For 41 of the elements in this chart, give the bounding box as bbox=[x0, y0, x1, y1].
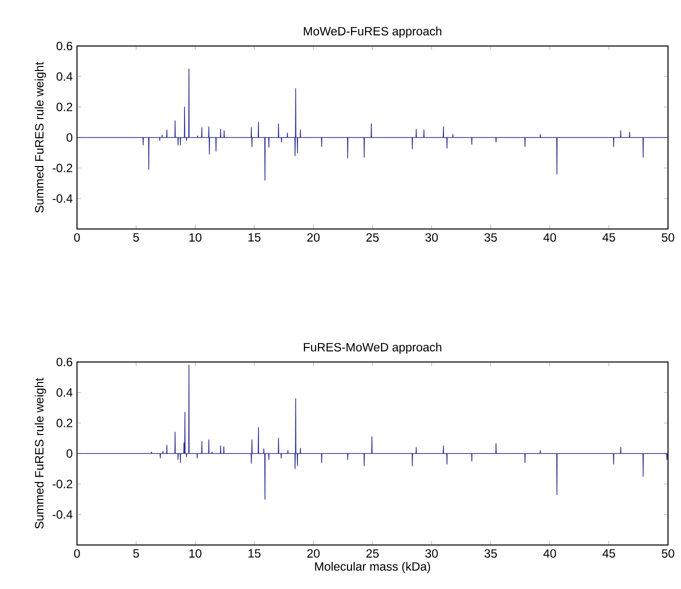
x-tick-label: 15 bbox=[248, 233, 260, 242]
x-axis-title: Molecular mass (kDa) bbox=[315, 562, 430, 574]
y-tick-label: -0.2 bbox=[52, 164, 72, 172]
y-tick-label: 0 bbox=[66, 133, 72, 142]
x-tick-label: 30 bbox=[425, 549, 438, 558]
x-tick-label: 20 bbox=[307, 549, 320, 558]
x-tick-label: 5 bbox=[133, 549, 139, 558]
x-tick-label: 35 bbox=[484, 549, 497, 558]
x-tick-label: 40 bbox=[543, 549, 556, 558]
x-tick-label: 50 bbox=[662, 549, 674, 558]
y-tick-label: -0.2 bbox=[52, 480, 72, 488]
x-tick-label: 15 bbox=[248, 549, 260, 558]
y-axis-title: Summed FuRES rule weight bbox=[34, 378, 46, 529]
y-tick-label: 0.4 bbox=[56, 72, 72, 81]
x-tick-label: 40 bbox=[543, 233, 556, 242]
x-tick-label: 45 bbox=[602, 233, 616, 242]
y-tick-label: 0.6 bbox=[56, 358, 72, 366]
x-tick-label: 10 bbox=[189, 233, 202, 242]
x-tick-label: 10 bbox=[189, 549, 202, 558]
x-tick-label: 25 bbox=[366, 233, 379, 242]
y-tick-label: -0.4 bbox=[52, 194, 72, 203]
x-tick-label: 30 bbox=[425, 233, 438, 242]
line-series bbox=[77, 68, 668, 181]
y-axis-title: Summed FuRES rule weight bbox=[34, 62, 46, 213]
y-tick-label: 0.6 bbox=[56, 42, 72, 50]
y-tick-label: 0.4 bbox=[56, 388, 72, 397]
x-tick-label: 0 bbox=[74, 549, 80, 558]
x-tick-label: 50 bbox=[662, 233, 674, 242]
y-tick-label: -0.4 bbox=[52, 510, 72, 519]
y-tick-label: 0.2 bbox=[56, 418, 72, 428]
y-tick-label: 0 bbox=[66, 449, 72, 458]
x-tick-label: 35 bbox=[484, 233, 497, 242]
chart-title: FuRES-MoWeD approach bbox=[304, 342, 442, 354]
x-tick-label: 20 bbox=[307, 233, 320, 242]
x-tick-label: 25 bbox=[366, 549, 379, 558]
line-series bbox=[77, 364, 668, 500]
x-tick-label: 45 bbox=[602, 549, 616, 558]
x-tick-label: 5 bbox=[133, 233, 139, 242]
y-tick-label: 0.2 bbox=[56, 102, 72, 112]
chart-title: MoWeD-FuRES approach bbox=[304, 26, 442, 38]
x-tick-label: 0 bbox=[74, 233, 80, 242]
